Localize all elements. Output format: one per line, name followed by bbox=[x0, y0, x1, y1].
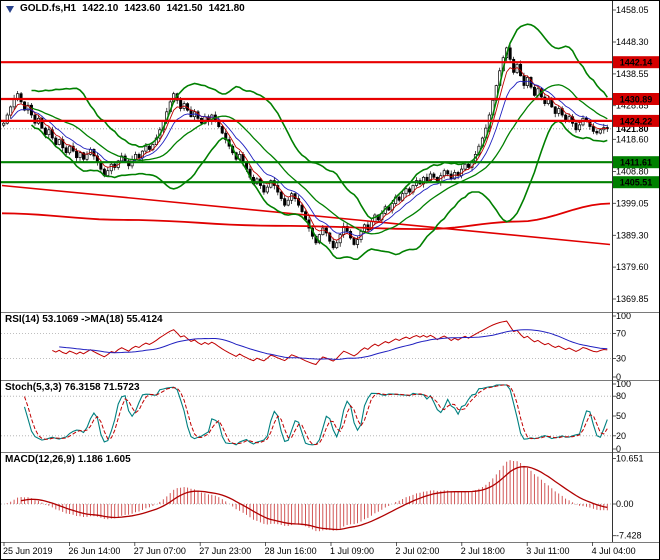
svg-text:1 Jul 09:00: 1 Jul 09:00 bbox=[330, 546, 374, 556]
svg-text:26 Jun 14:00: 26 Jun 14:00 bbox=[68, 546, 120, 556]
main-chart-panel[interactable] bbox=[0, 0, 612, 312]
svg-text:1379.60: 1379.60 bbox=[616, 262, 649, 272]
svg-text:20: 20 bbox=[616, 431, 626, 441]
svg-text:10.651: 10.651 bbox=[616, 454, 644, 464]
svg-text:1438.55: 1438.55 bbox=[616, 69, 649, 79]
svg-text:0.00: 0.00 bbox=[616, 499, 634, 509]
high-value: 1423.60 bbox=[124, 3, 161, 14]
svg-text:100: 100 bbox=[616, 311, 631, 321]
price-axis[interactable] bbox=[612, 0, 660, 542]
svg-text:1408.80: 1408.80 bbox=[616, 166, 649, 176]
svg-text:1448.30: 1448.30 bbox=[616, 37, 649, 47]
svg-text:1428.85: 1428.85 bbox=[616, 101, 649, 111]
svg-text:80: 80 bbox=[616, 391, 626, 401]
symbol-label: GOLD.fs,H1 bbox=[20, 3, 77, 14]
svg-text:2 Jul 02:00: 2 Jul 02:00 bbox=[395, 546, 439, 556]
svg-text:1405.51: 1405.51 bbox=[620, 178, 653, 188]
svg-text:25 Jun 2019: 25 Jun 2019 bbox=[3, 546, 53, 556]
svg-text:28 Jun 16:00: 28 Jun 16:00 bbox=[265, 546, 317, 556]
svg-text:100: 100 bbox=[616, 379, 631, 389]
svg-text:2 Jul 18:00: 2 Jul 18:00 bbox=[461, 546, 505, 556]
chart-symbol-icon bbox=[6, 5, 14, 13]
svg-text:70: 70 bbox=[616, 329, 626, 339]
macd-indicator-label: MACD(12,26,9) 1.186 1.605 bbox=[5, 454, 131, 465]
stoch-indicator-label: Stoch(5,3,3) 76.3158 71.5723 bbox=[5, 382, 140, 393]
svg-text:1458.05: 1458.05 bbox=[616, 5, 649, 15]
svg-text:1442.14: 1442.14 bbox=[620, 58, 653, 68]
chart-header: GOLD.fs,H1 1422.10 1423.60 1421.50 1421.… bbox=[6, 3, 247, 15]
svg-text:1430.89: 1430.89 bbox=[620, 95, 653, 105]
svg-text:3 Jul 11:00: 3 Jul 11:00 bbox=[526, 546, 569, 556]
close-value: 1421.80 bbox=[208, 3, 245, 14]
svg-text:1421.80: 1421.80 bbox=[616, 124, 649, 134]
svg-text:1369.85: 1369.85 bbox=[616, 294, 649, 304]
svg-text:50: 50 bbox=[616, 411, 626, 421]
svg-text:4 Jul 04:00: 4 Jul 04:00 bbox=[592, 546, 636, 556]
svg-text:0: 0 bbox=[616, 372, 621, 382]
svg-text:1389.30: 1389.30 bbox=[616, 230, 649, 240]
svg-text:1411.61: 1411.61 bbox=[620, 158, 652, 168]
svg-text:0: 0 bbox=[616, 444, 621, 454]
svg-text:27 Jun 07:00: 27 Jun 07:00 bbox=[134, 546, 186, 556]
svg-text:27 Jun 23:00: 27 Jun 23:00 bbox=[199, 546, 251, 556]
time-axis[interactable] bbox=[0, 542, 660, 560]
svg-text:30: 30 bbox=[616, 353, 626, 363]
open-value: 1422.10 bbox=[82, 3, 119, 14]
low-value: 1421.50 bbox=[166, 3, 203, 14]
svg-text:1418.60: 1418.60 bbox=[616, 134, 649, 144]
svg-text:1399.05: 1399.05 bbox=[616, 198, 649, 208]
svg-text:-7.428: -7.428 bbox=[616, 531, 642, 541]
rsi-indicator-label: RSI(14) 53.1069 ->MA(18) 55.4124 bbox=[5, 314, 163, 325]
svg-text:1424.22: 1424.22 bbox=[620, 116, 653, 126]
